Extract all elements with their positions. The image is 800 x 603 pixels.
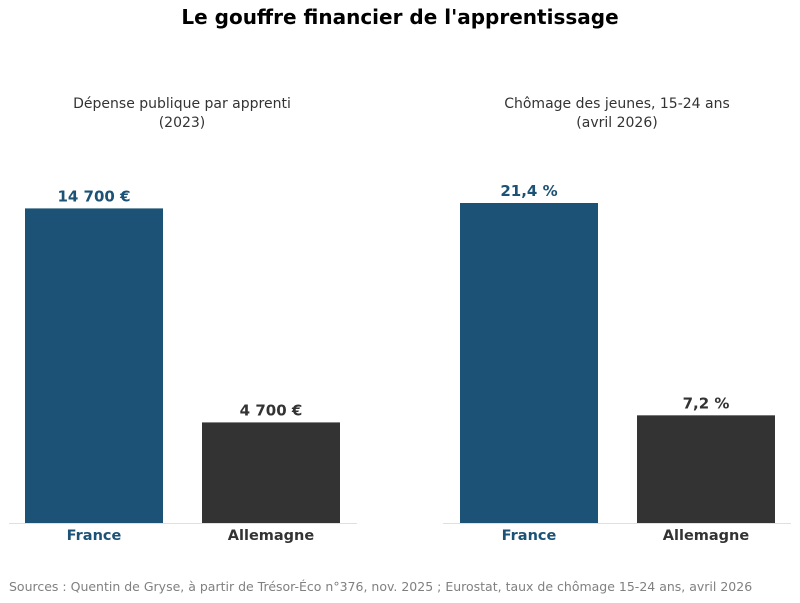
bar-france — [460, 203, 598, 523]
value-label-allemagne: 4 700 € — [240, 401, 303, 419]
chart-panel-spending: Dépense publique par apprenti (2023) 14 70… — [9, 96, 357, 544]
panel-title: Dépense publique par apprenti — [73, 96, 291, 112]
value-label-france: 14 700 € — [57, 187, 130, 205]
category-label-france: France — [502, 528, 557, 544]
chart-panel-youth-unemployment: Chômage des jeunes, 15-24 ans (avril 2026… — [443, 96, 791, 544]
panel-subtitle: (2023) — [159, 115, 206, 131]
bar-allemagne — [202, 422, 340, 523]
bar-france — [25, 208, 163, 523]
category-label-allemagne: Allemagne — [228, 528, 315, 544]
value-label-allemagne: 7,2 % — [683, 394, 730, 412]
sources-note: Sources : Quentin de Gryse, à partir de … — [9, 579, 753, 594]
bar-allemagne — [637, 415, 775, 523]
panel-title: Chômage des jeunes, 15-24 ans — [504, 96, 730, 112]
category-label-allemagne: Allemagne — [663, 528, 750, 544]
panel-subtitle: (avril 2026) — [576, 115, 657, 131]
value-label-france: 21,4 % — [500, 182, 557, 200]
category-label-france: France — [67, 528, 122, 544]
chart-title: Le gouffre financier de l'apprentissage — [181, 5, 619, 29]
